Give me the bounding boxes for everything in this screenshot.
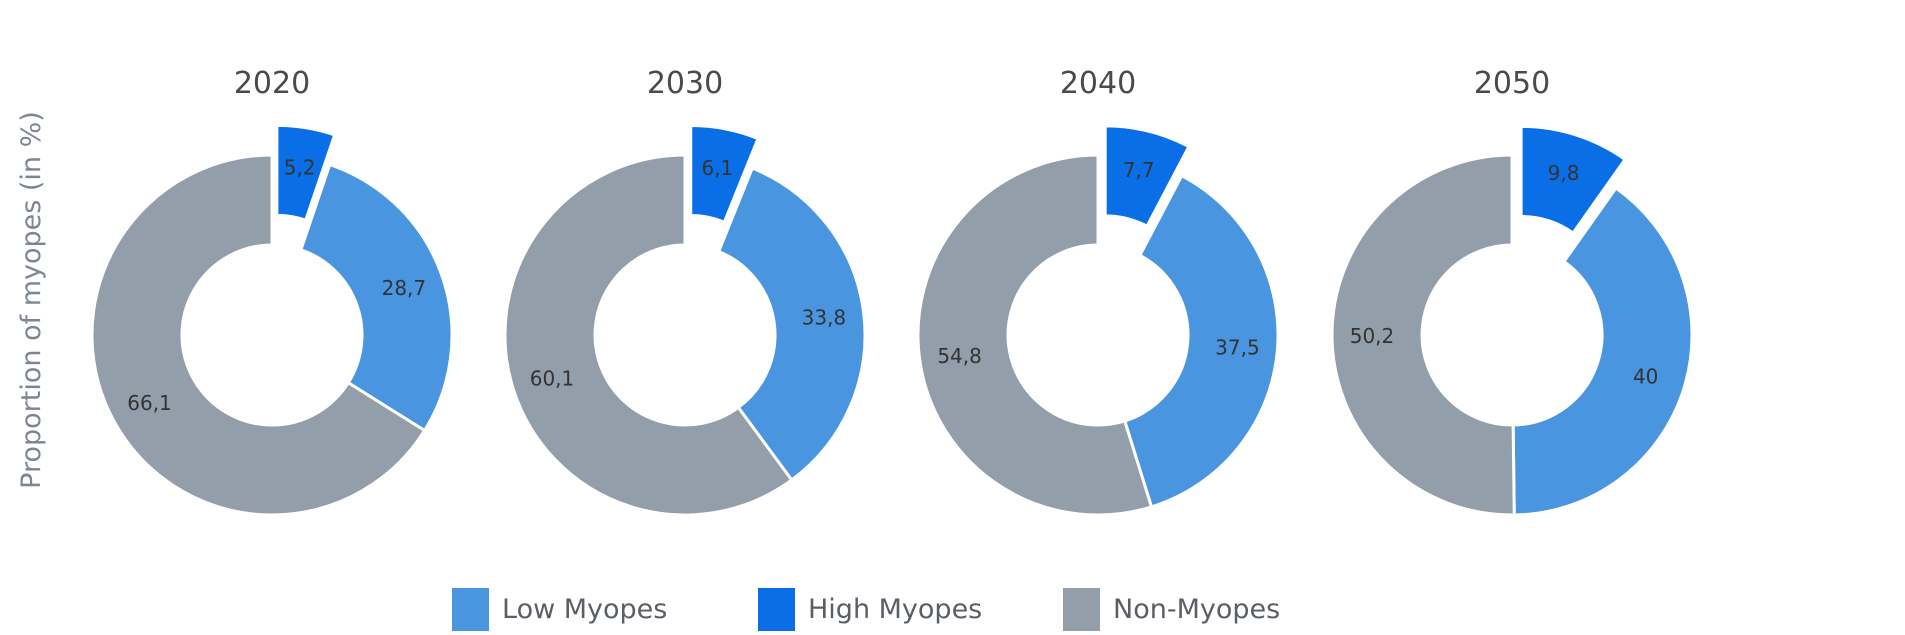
slice-high-myopes-2020 <box>275 123 337 222</box>
slice-label-high-myopes-2040: 7,7 <box>1123 158 1155 182</box>
slice-high-myopes-2030 <box>689 124 760 224</box>
donut-2050: 2050 9,8 40 50,2 <box>1330 66 1694 517</box>
slice-non-myopes-2020 <box>90 153 427 517</box>
slice-high-myopes-2040 <box>1103 124 1191 228</box>
donut-group: 2020 5,2 28,7 66,1 2030 6,1 33,8 60,1 2040 7,7 37,… <box>90 66 1694 517</box>
legend-label-high-myopes: High Myopes <box>808 594 982 625</box>
slice-high-myopes-2050 <box>1519 124 1627 235</box>
slice-low-myopes-2050 <box>1511 186 1694 517</box>
slice-non-myopes-2050 <box>1330 153 1516 517</box>
donut-2040: 2040 7,7 37,5 54,8 <box>916 66 1280 517</box>
legend-item-low-myopes: Low Myopes <box>452 588 667 631</box>
donut-title-2050: 2050 <box>1474 66 1550 101</box>
slice-label-high-myopes-2020: 5,2 <box>284 155 316 179</box>
slice-label-non-myopes-2020: 66,1 <box>127 391 172 415</box>
legend-item-non-myopes: Non-Myopes <box>1063 588 1280 631</box>
slice-label-non-myopes-2050: 50,2 <box>1350 324 1395 348</box>
legend-label-non-myopes: Non-Myopes <box>1113 594 1280 625</box>
slice-label-non-myopes-2040: 54,8 <box>937 344 982 368</box>
slice-label-non-myopes-2030: 60,1 <box>530 367 575 391</box>
donut-title-2040: 2040 <box>1060 66 1136 101</box>
donut-title-2020: 2020 <box>234 66 310 101</box>
donut-title-2030: 2030 <box>647 66 723 101</box>
legend-swatch-high-myopes <box>758 588 795 631</box>
slice-label-high-myopes-2050: 9,8 <box>1548 161 1580 185</box>
slice-label-high-myopes-2030: 6,1 <box>701 156 733 180</box>
slice-non-myopes-2030 <box>503 153 794 517</box>
slice-label-low-myopes-2050: 40 <box>1633 365 1658 389</box>
legend: Low Myopes High Myopes Non-Myopes <box>452 588 1280 631</box>
slice-low-myopes-2020 <box>299 163 454 432</box>
donut-2020: 2020 5,2 28,7 66,1 <box>90 66 454 517</box>
legend-item-high-myopes: High Myopes <box>758 588 982 631</box>
slice-label-low-myopes-2020: 28,7 <box>382 276 427 300</box>
y-axis-label: Proportion of myopes (in %) <box>16 111 47 489</box>
legend-label-low-myopes: Low Myopes <box>502 594 667 625</box>
slice-label-low-myopes-2030: 33,8 <box>802 305 847 329</box>
slice-low-myopes-2040 <box>1123 174 1280 509</box>
slice-label-low-myopes-2040: 37,5 <box>1215 336 1260 360</box>
legend-swatch-non-myopes <box>1063 588 1100 631</box>
donut-2030: 2030 6,1 33,8 60,1 <box>503 66 867 517</box>
legend-swatch-low-myopes <box>452 588 489 631</box>
slice-low-myopes-2030 <box>717 166 867 482</box>
slice-non-myopes-2040 <box>916 153 1153 517</box>
